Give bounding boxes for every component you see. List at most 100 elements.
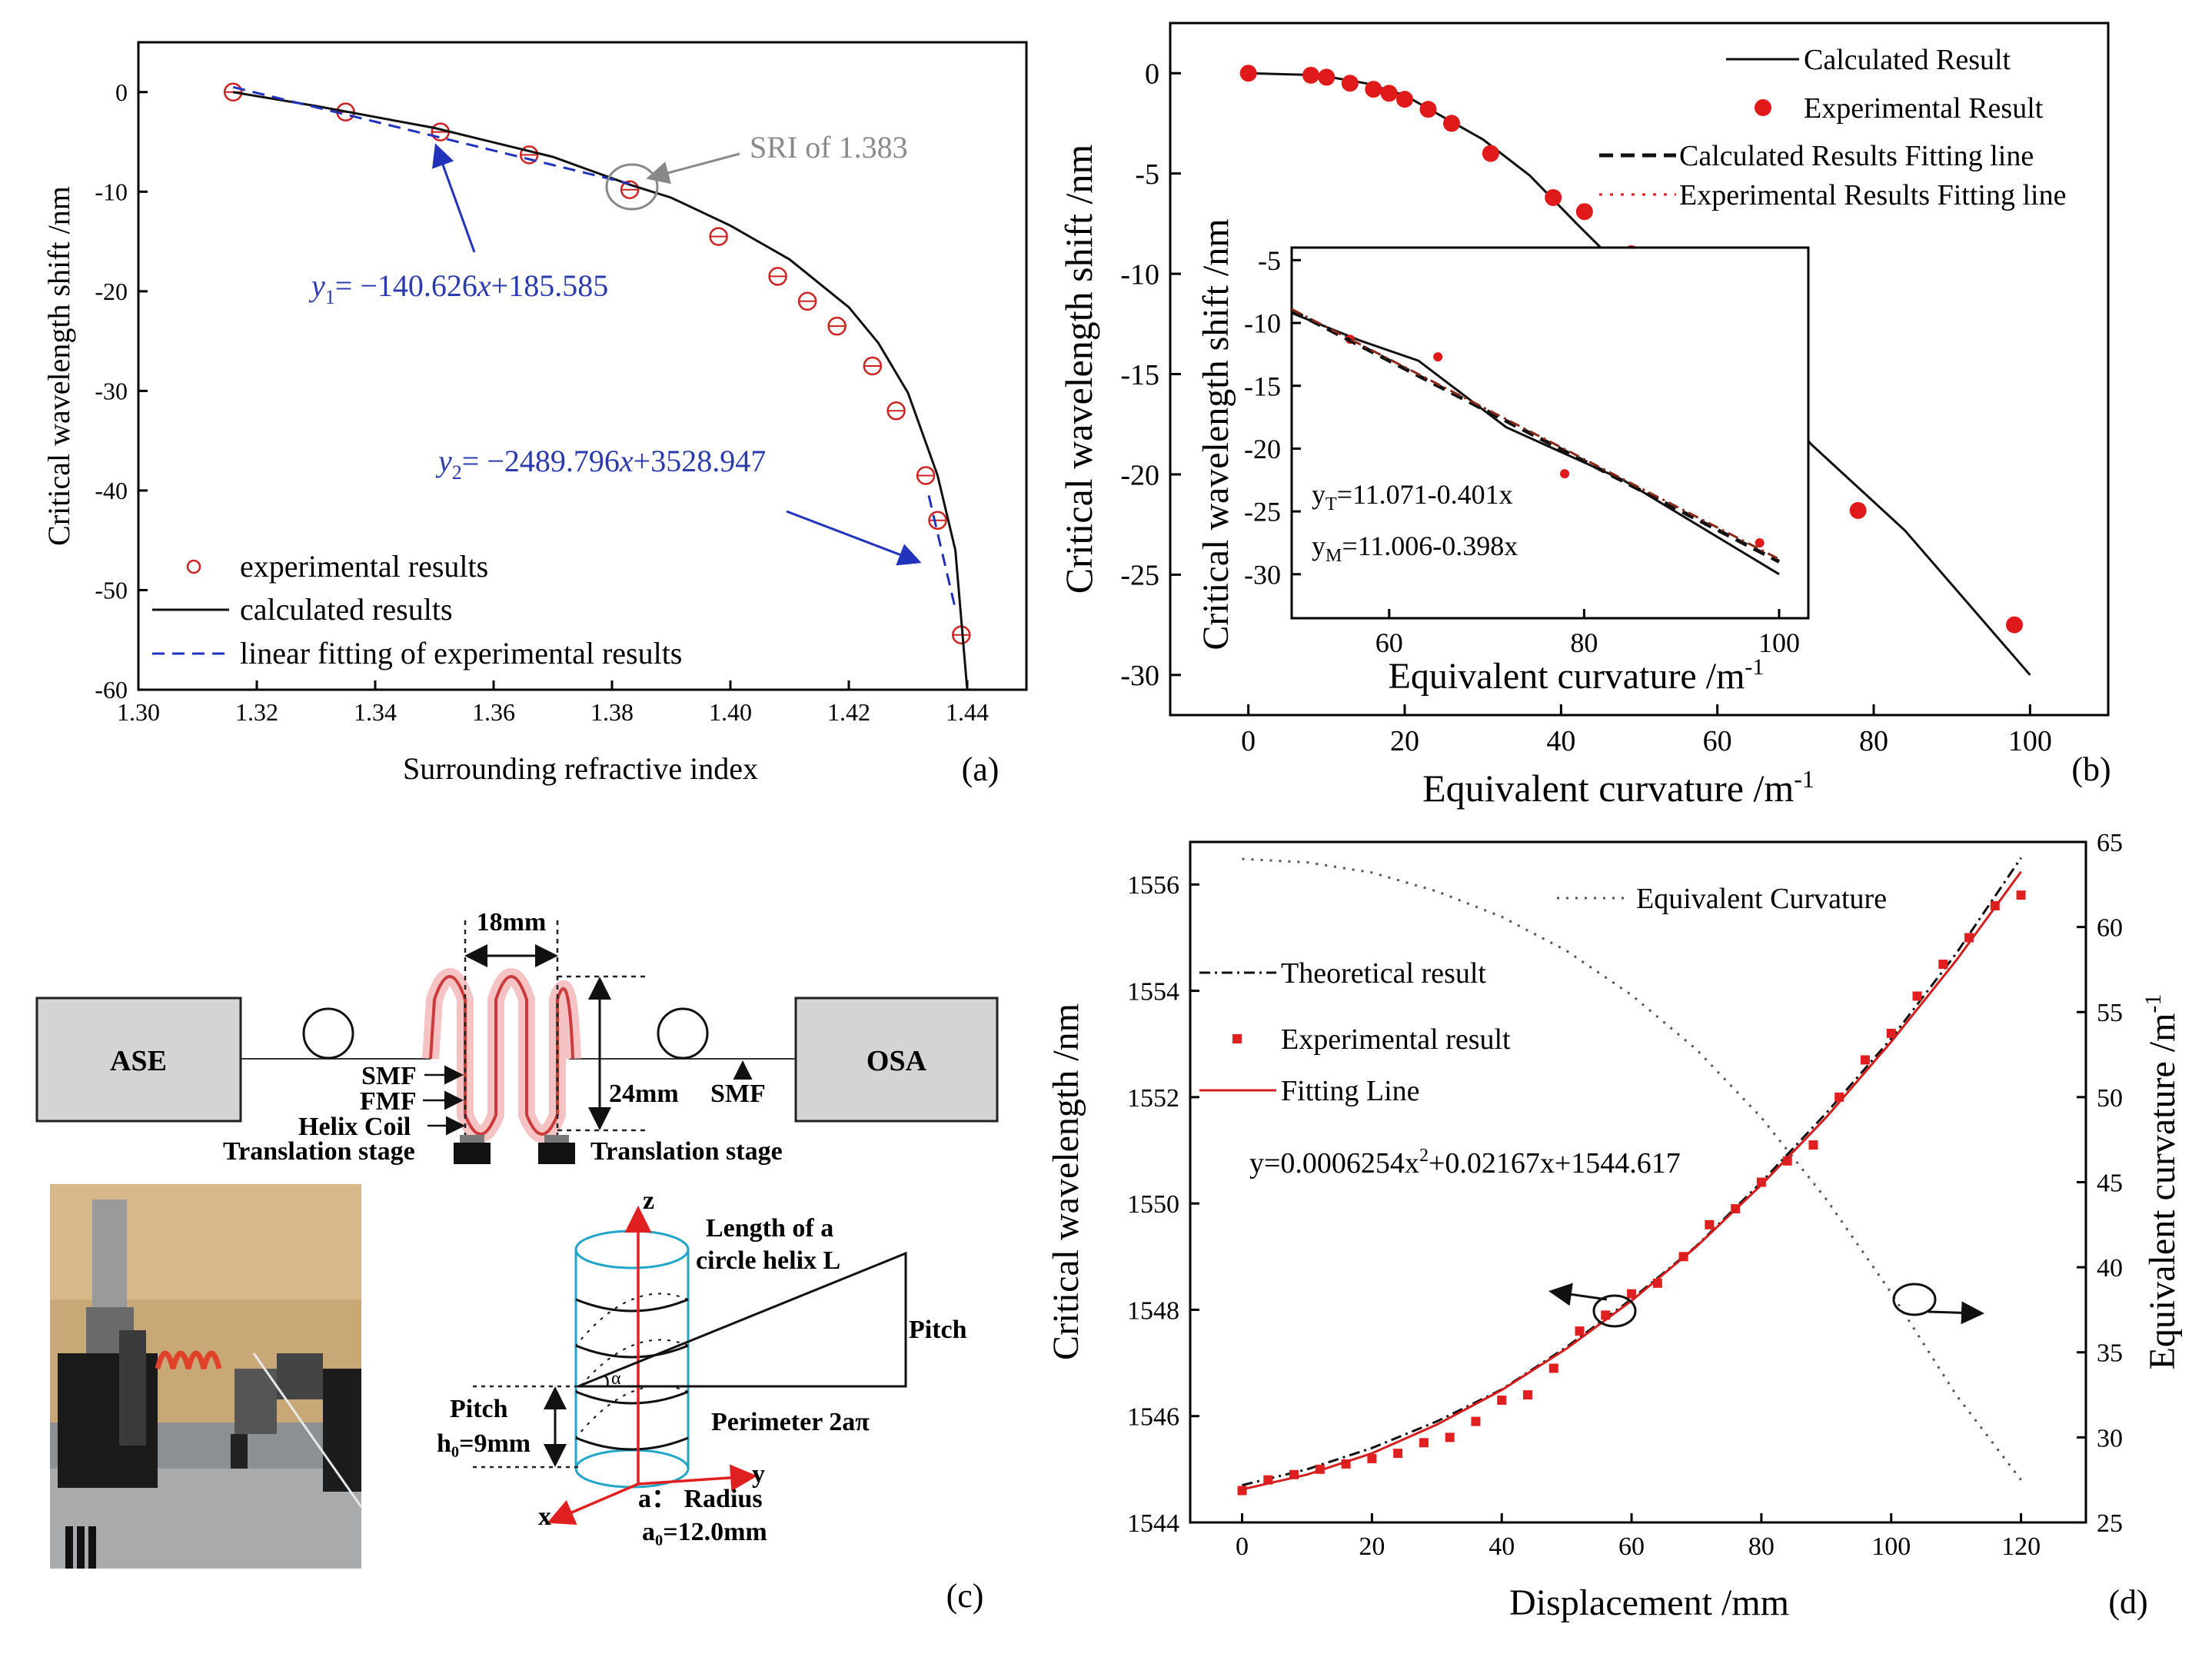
pitch-left-label: Pitch [450,1395,508,1423]
plot-frame-d [1189,840,2087,1524]
d-y-axis-label: Critical wavelength /nm [1046,1003,1086,1360]
d-xtick-label: 60 [1618,1532,1645,1561]
d-fit-eq-part2: +0.02167x+1544.617 [1429,1147,1681,1180]
a-xtick-label: 1.30 [117,698,160,726]
b-point [1239,65,1257,82]
a-y-ticks: 0 -10 -20 -30 -40 -50 -60 [95,78,148,704]
d-point [1808,1140,1818,1150]
d-y2-label-sup: -1 [2140,994,2166,1013]
b-inset-eq-M-rest: =11.006-0.398x [1342,531,1518,561]
a-xtick-label: 1.36 [472,698,515,726]
b-point [1482,145,1499,162]
b-point [1849,501,1867,519]
d-point [1445,1432,1455,1442]
d-point [1575,1326,1585,1336]
d-legend-experimental: Experimental result [1281,1023,1511,1056]
d-ytick-label: 1552 [1127,1084,1179,1113]
d-fit-equation: y=0.0006254x2+0.02167x+1544.617 [1249,1146,1681,1180]
d-point [1522,1390,1532,1400]
bi-xtick-label: 80 [1570,627,1598,658]
b-inset-eq-T-sub: T [1326,494,1337,514]
b-point [1575,203,1593,221]
d-point [1548,1363,1558,1373]
d-fit-eq-part1: y=0.0006254x [1249,1147,1419,1180]
b-inset-x-label-main: Equivalent curvature /m [1389,656,1745,697]
helix-length-label-1: Length of a [706,1214,833,1243]
b-inset-x-axis-label: Equivalent curvature /m-1 [1389,654,1765,697]
d-y2tick-label: 40 [2097,1254,2123,1283]
b-legend-exp-fit: Experimental Results Fitting line [1679,179,2066,211]
d-point [1393,1449,1403,1459]
a-legend-experimental: experimental results [240,549,488,584]
a-legend-calculated: calculated results [240,592,453,627]
d-y2tick-label: 50 [2097,1084,2123,1113]
a-plot-area [223,82,971,690]
d-plot-area [1237,857,2026,1496]
a0-label: a₀=12.0mm [642,1518,767,1546]
a-ytick-label: -40 [95,477,128,504]
d-point [1705,1219,1715,1229]
d-point [1237,1486,1247,1496]
a-ytick-label: -60 [95,676,128,704]
alpha-label: α [611,1369,621,1389]
d-legend-fitting: Fitting Line [1281,1075,1420,1107]
b-xtick-label: 60 [1703,725,1732,757]
a-ytick-label: -10 [95,178,128,206]
alpha-arc [604,1374,609,1387]
bi-xtick-label: 100 [1758,627,1800,658]
b-legend-calc-fit: Calculated Results Fitting line [1679,140,2034,172]
d-y2-ticks: 25 30 35 40 45 50 55 60 65 [2077,829,2123,1538]
b-legend-marker-experimental [1755,99,1771,116]
fiber-loop-left [302,1007,354,1060]
bi-point [1755,537,1765,547]
d-xtick-label: 0 [1236,1532,1249,1561]
d-left-axis-indicator [1592,1294,1637,1328]
d-point [1497,1395,1507,1405]
d-xtick-label: 120 [2001,1532,2041,1561]
bi-ytick-label: -5 [1258,245,1281,276]
d-ytick-label: 1556 [1127,871,1179,900]
b-point [1365,81,1382,98]
d-series-line [1242,857,2022,1487]
d-point [1938,960,1948,970]
bi-series-line [1290,308,1781,564]
b-inset-equation-M: yM=11.006-0.398x [1312,531,1518,566]
d-y2-label-main: Equivalent curvature /m [2142,1013,2183,1370]
a-ytick-label: -20 [95,278,128,305]
a-fit1-equation: y1= −140.626x+185.585 [308,268,608,308]
smf-left-label: SMF [361,1062,417,1090]
b-point [1341,75,1359,92]
d-x-ticks: 0 20 40 60 80 100 120 [1236,1513,2041,1561]
y-axis [637,1464,757,1492]
b-point [1396,91,1413,108]
a-xtick-label: 1.44 [946,698,989,726]
a-y-axis-label: Critical wavelength shift /nm [42,186,76,546]
b-point [1380,85,1398,102]
d-legend-curvature: Equivalent Curvature [1636,883,1887,915]
h0-label: h₀=9mm [437,1429,531,1458]
d-xtick-label: 80 [1748,1532,1775,1561]
pitch-triangle [577,1251,907,1388]
a-ytick-label: 0 [115,78,128,106]
stage-right-base [538,1143,575,1164]
bi-ytick-label: -20 [1244,434,1281,464]
stage-left-base [454,1143,491,1164]
panel-d: 0 20 40 60 80 100 120 1544 1546 1548 1550 1552 1554… [1046,829,2183,1623]
a-xtick-label: 1.32 [235,698,278,726]
helix-back-turns [575,1293,689,1439]
fiber-loop-right [657,1007,709,1060]
pitch-right-label: Pitch [909,1316,967,1344]
b-x-ticks: 0 20 40 60 80 100 [1241,704,2052,757]
helix-coil-label: Helix Coil [298,1113,411,1141]
z-axis-label: z [643,1186,654,1215]
a-fit2-equation: y2= −2489.796x+3528.947 [435,444,766,484]
b-inset-frame [1290,246,1810,620]
b-panel-label: (b) [2071,750,2111,788]
d-ytick-label: 1554 [1127,977,1179,1006]
d-point [1886,1028,1896,1038]
bi-ytick-label: -25 [1244,497,1281,527]
b-ytick-label: -5 [1135,158,1159,191]
d-y2tick-label: 30 [2097,1424,2123,1452]
b-point [2006,616,2023,634]
